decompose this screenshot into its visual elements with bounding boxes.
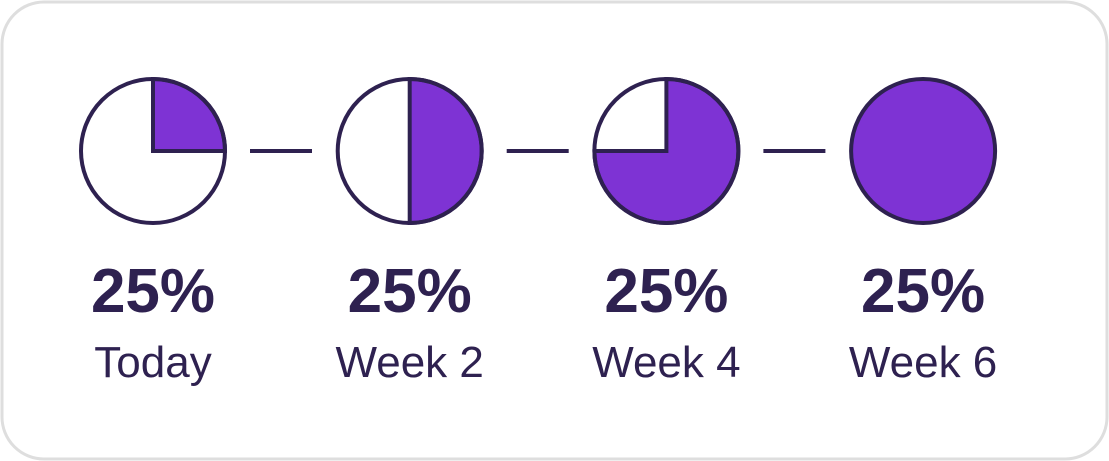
pie-outline (79, 77, 227, 225)
percent-label: 25% (604, 257, 728, 326)
step-label: Week 6 (849, 338, 997, 387)
percent-label: 25% (91, 257, 215, 326)
pie-fill (849, 77, 998, 225)
percent-label: 25% (348, 257, 472, 326)
pie-outline (335, 77, 484, 225)
step-label: Today (94, 338, 211, 387)
pie-outline (592, 77, 741, 225)
step-label: Week 2 (336, 338, 484, 387)
percent-label: 25% (861, 257, 985, 326)
step-label: Week 4 (592, 338, 740, 387)
